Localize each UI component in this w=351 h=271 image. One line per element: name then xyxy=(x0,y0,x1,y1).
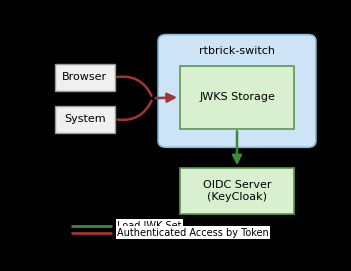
FancyBboxPatch shape xyxy=(180,66,294,128)
FancyBboxPatch shape xyxy=(55,64,115,91)
Text: Authenticated Access by Token: Authenticated Access by Token xyxy=(117,228,269,238)
Text: Browser: Browser xyxy=(62,72,107,82)
Text: JWKS Storage: JWKS Storage xyxy=(199,92,275,102)
FancyBboxPatch shape xyxy=(180,168,294,214)
Text: rtbrick-switch: rtbrick-switch xyxy=(199,46,275,56)
FancyBboxPatch shape xyxy=(55,105,115,133)
Text: Load JWK Set: Load JWK Set xyxy=(117,221,182,231)
Text: OIDC Server
(KeyCloak): OIDC Server (KeyCloak) xyxy=(203,180,271,202)
FancyBboxPatch shape xyxy=(158,35,316,147)
Text: System: System xyxy=(64,114,106,124)
